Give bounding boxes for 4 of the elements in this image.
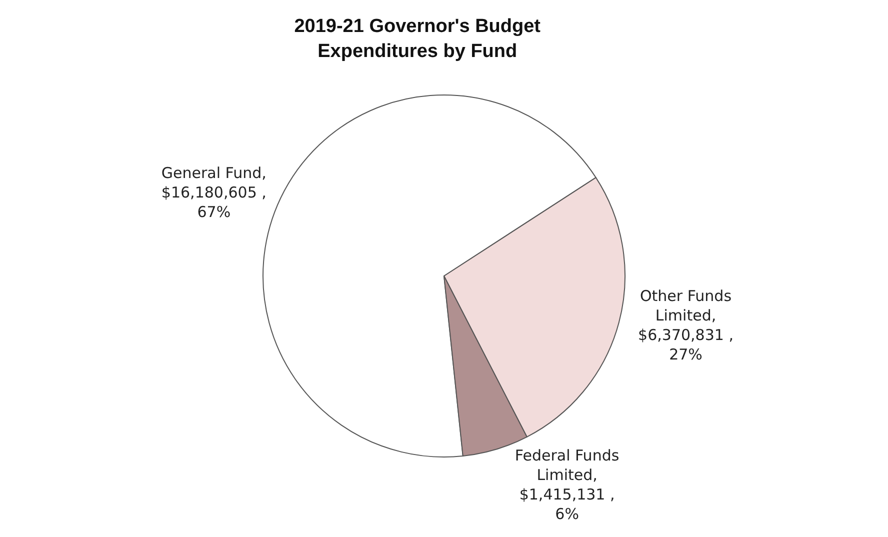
slice-label: General Fund, $16,180,605 , 67%	[161, 164, 266, 222]
chart-title: 2019-21 Governor's Budget Expenditures by Fund	[294, 16, 542, 62]
slice-label: Other Funds Limited, $6,370,831 , 27%	[638, 286, 734, 364]
slice-label: Federal Funds Limited, $1,415,131 , 6%	[514, 446, 620, 523]
